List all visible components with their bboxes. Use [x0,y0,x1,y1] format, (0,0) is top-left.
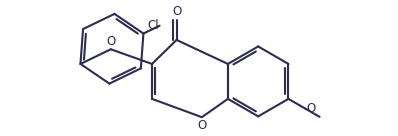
Text: O: O [307,102,316,115]
Text: O: O [172,5,181,18]
Text: O: O [197,119,207,132]
Text: O: O [106,35,115,48]
Text: Cl: Cl [147,19,159,32]
